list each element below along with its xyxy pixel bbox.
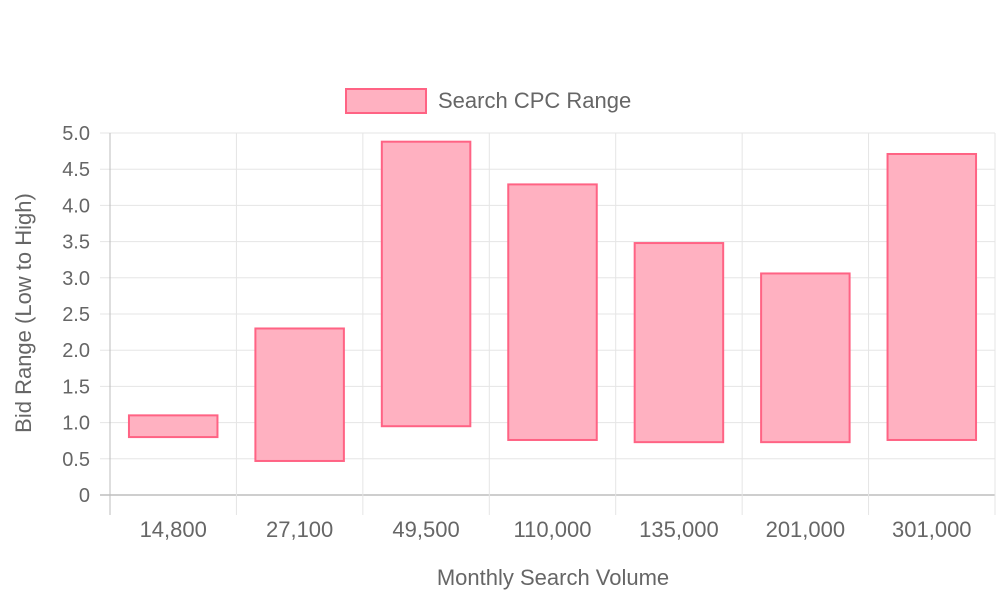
x-tick-label: 135,000 xyxy=(639,517,719,542)
y-tick-label: 0.5 xyxy=(62,449,90,471)
x-tick-label: 301,000 xyxy=(892,517,972,542)
y-tick-label: 3.5 xyxy=(62,232,90,254)
y-tick-label: 4.0 xyxy=(62,195,90,217)
y-tick-label: 5.0 xyxy=(62,123,90,145)
bar-4 xyxy=(633,242,725,444)
y-axis-ticks: 0 0.5 1.0 1.5 2.0 2.5 3.0 3.5 4.0 4.5 5.0 xyxy=(62,123,90,507)
x-tick-label: 49,500 xyxy=(392,517,459,542)
y-tick-label: 1.0 xyxy=(62,413,90,435)
x-tick-label: 110,000 xyxy=(514,517,592,542)
bar-0 xyxy=(127,414,219,439)
y-tick-label: 3.0 xyxy=(62,268,90,290)
legend[interactable]: Search CPC Range xyxy=(345,88,631,114)
x-axis-ticks: 14,800 27,100 49,500 110,000 135,000 201,000 3… xyxy=(140,517,972,542)
y-tick-label: 0 xyxy=(79,485,90,507)
x-tick-label: 201,000 xyxy=(766,517,846,542)
bar-2 xyxy=(380,140,472,428)
bar-6 xyxy=(886,152,978,441)
bars xyxy=(127,140,978,462)
bar-5 xyxy=(760,272,851,444)
legend-swatch xyxy=(345,88,427,114)
x-tick-label: 14,800 xyxy=(140,517,207,542)
y-tick-label: 1.5 xyxy=(62,376,90,398)
bar-3 xyxy=(507,183,598,441)
legend-label: Search CPC Range xyxy=(438,88,631,113)
y-tick-label: 2.0 xyxy=(62,340,90,362)
y-tick-label: 4.5 xyxy=(62,159,90,181)
y-axis-title: Bid Range (Low to High) xyxy=(11,193,36,433)
y-tick-label: 2.5 xyxy=(62,304,90,326)
x-axis-title: Monthly Search Volume xyxy=(437,565,669,590)
x-tick-label: 27,100 xyxy=(266,517,333,542)
bar-1 xyxy=(254,327,345,462)
